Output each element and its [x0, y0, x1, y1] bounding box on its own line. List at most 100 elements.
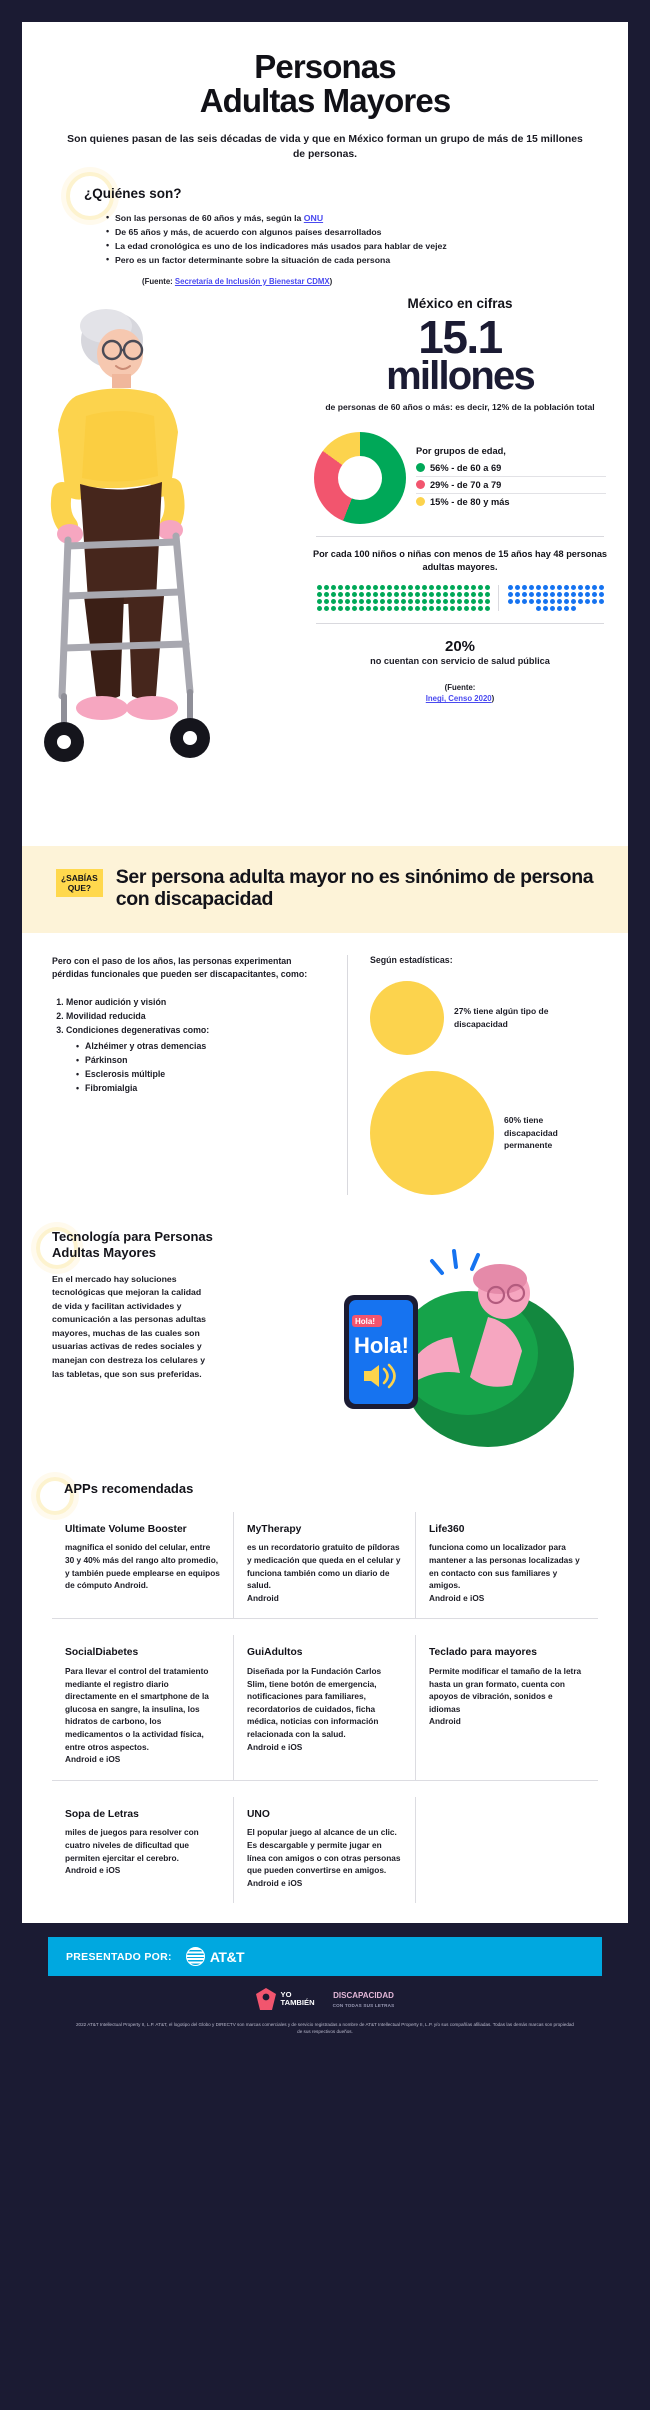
legend-row-2: 15% - de 80 y más: [416, 494, 606, 510]
pictogram-dot: [407, 585, 413, 591]
pictogram-dot: [379, 599, 385, 605]
pictogram-dot: [463, 599, 469, 605]
pictogram-dot: [598, 585, 604, 591]
pictogram-dot: [463, 606, 469, 612]
pictogram-dot: [563, 592, 569, 598]
app-description: magnifica el sonido del celular, entre 3…: [65, 1542, 220, 1591]
fuente-inegi-link[interactable]: Inegi, Censo 2020: [425, 694, 492, 704]
app-card[interactable]: MyTherapy es un recordatorio gratuito de …: [234, 1511, 416, 1620]
discapacidad-sub-list: Alzhéimer y otras demenciasPárkinsonEscl…: [52, 1039, 327, 1095]
app-card[interactable]: SocialDiabetes Para llevar el control del…: [52, 1635, 234, 1781]
fuente-cdmx-link[interactable]: Secretaría de Inclusión y Bienestar CDMX: [174, 276, 330, 286]
pictogram-dot: [549, 585, 555, 591]
pictogram-dot: [449, 592, 455, 598]
tecnologia-title: Tecnología para Personas Adultas Mayores: [52, 1228, 213, 1260]
quienes-son-title: ¿Quiénes son?: [84, 185, 182, 201]
pictogram-dot: [470, 585, 476, 591]
app-description: Diseñada por la Fundación Carlos Slim, t…: [247, 1666, 382, 1752]
pictogram-dot: [358, 585, 364, 591]
pictogram-dot: [591, 592, 597, 598]
app-name: Sopa de Letras: [65, 1808, 139, 1820]
stats-title: Según estadísticas:: [370, 954, 453, 965]
pictogram-dot: [316, 592, 322, 598]
legend-label: 15% - de 80 y más: [430, 496, 510, 507]
pictogram-dot: [470, 606, 476, 612]
chip-line-2: QUE?: [67, 882, 92, 893]
pictogram-dot: [421, 592, 427, 598]
pictogram-dot: [400, 585, 406, 591]
pictogram-dot: [407, 599, 413, 605]
presented-by-bar: PRESENTADO POR: AT&T: [48, 1937, 602, 1977]
yo-tambien-logo: YO TAMBIÉN: [255, 1988, 315, 2011]
app-card[interactable]: GuiAdultos Diseñada por la Fundación Carl…: [234, 1635, 416, 1781]
pictogram-dot: [323, 599, 329, 605]
pictogram-dot: [365, 585, 371, 591]
partner-logos: YO TAMBIÉN DISCAPACIDAD CON TODAS SUS LE…: [22, 1988, 628, 2011]
pictogram-dot: [456, 585, 462, 591]
pictogram-dot: [372, 599, 378, 605]
cifras-panel: México en cifras 15.1 millones de person…: [310, 296, 610, 705]
pictogram-dot: [463, 585, 469, 591]
donut-legend: Por grupos de edad, 56% - de 60 a 69 29% …: [416, 446, 606, 510]
att-wordmark: AT&T: [209, 1948, 245, 1965]
onu-link[interactable]: ONU: [303, 212, 324, 223]
app-card[interactable]: Ultimate Volume Booster magnifica el soni…: [52, 1511, 234, 1620]
no-health-description: no cuentan con servicio de salud pública: [370, 656, 550, 667]
pictogram-dot: [449, 599, 455, 605]
pictogram-dot: [414, 599, 420, 605]
pictogram-dot: [591, 599, 597, 605]
discapacidad-section: Pero con el paso de los años, las person…: [22, 933, 628, 1221]
apps-grid-row-2: SocialDiabetes Para llevar el control del…: [52, 1635, 598, 1781]
quienes-son-section: ¿Quiénes son? Son las personas de 60 año…: [22, 168, 628, 286]
sabias-que-chip: ¿SABÍAS QUE?: [56, 868, 103, 897]
quienes-bullet-0: Son las personas de 60 años y más, según…: [106, 211, 588, 225]
ring-decoration-2-icon: [36, 1226, 78, 1269]
app-card[interactable]: UNO El popular juego al alcance de un cli…: [234, 1796, 416, 1904]
pictogram-dot: [337, 599, 343, 605]
pictogram-dot: [570, 599, 576, 605]
pictogram-dot: [337, 592, 343, 598]
big-number-word: millones: [386, 354, 536, 399]
apps-section: APPs recomendadas Ultimate Volume Booste…: [22, 1476, 628, 1924]
elderly-woman-walker-illustration: [44, 308, 210, 762]
fuente2-prefix: (Fuente:: [444, 682, 476, 692]
pictogram-dot: [528, 599, 534, 605]
yo-tambien-line-2: TAMBIÉN: [280, 1998, 315, 2008]
pictogram-dot: [570, 592, 576, 598]
pictogram-dot: [400, 599, 406, 605]
app-card[interactable]: Sopa de Letras miles de juegos para resol…: [52, 1796, 234, 1904]
discapacidad-sub-0: Alzhéimer y otras demencias: [76, 1039, 327, 1053]
pictogram-dot: [421, 606, 427, 612]
pictogram-dot: [577, 592, 583, 598]
pictogram-dot: [330, 599, 336, 605]
fuente-inegi: (Fuente: Inegi, Censo 2020): [310, 682, 610, 705]
discapacidad-text-column: Pero con el paso de los años, las person…: [52, 954, 348, 1195]
pictogram-dot: [470, 599, 476, 605]
fuente-suffix: ): [329, 276, 333, 286]
cifras-title: México en cifras: [407, 295, 513, 311]
pictogram-dot: [421, 585, 427, 591]
fuente-cdmx: (Fuente: Secretaría de Inclusión y Biene…: [84, 277, 588, 286]
pictogram-dot: [365, 592, 371, 598]
stat-circle: [370, 980, 444, 1055]
app-card[interactable]: Teclado para mayores Permite modificar el…: [416, 1635, 598, 1781]
yo-tambien-line-1: YO: [280, 1989, 292, 1999]
yo-tambien-mark-icon: [255, 1988, 276, 2011]
pictogram-dot: [323, 606, 329, 612]
pictogram-dot: [528, 592, 534, 598]
pictogram-dot: [484, 599, 490, 605]
tecnologia-section: Tecnología para Personas Adultas Mayores…: [22, 1221, 628, 1481]
fuente2-suffix: ): [491, 694, 495, 704]
legend-dot-icon: [416, 497, 425, 506]
big-number: 15.1 millones: [310, 314, 610, 399]
banner-headline: Ser persona adulta mayor no es sinónimo …: [115, 865, 594, 911]
pictogram-dot: [456, 606, 462, 612]
footer: PRESENTADO POR: AT&T YO TAMBIÉN DISCAPAC…: [22, 1923, 628, 2053]
pictogram-dot: [577, 599, 583, 605]
app-card[interactable]: Life360 funciona como un localizador para…: [416, 1512, 598, 1620]
pictogram-dot: [598, 592, 604, 598]
pictogram-dot: [365, 599, 371, 605]
pictogram-dot: [542, 599, 548, 605]
pictogram-elders-group: [498, 585, 606, 612]
